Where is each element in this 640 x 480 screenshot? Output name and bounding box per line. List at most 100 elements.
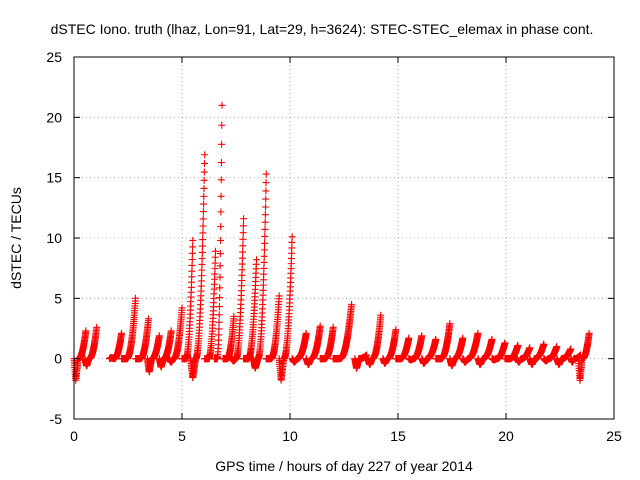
- data-point: [132, 294, 140, 302]
- data-point: [260, 258, 268, 266]
- data-point: [363, 351, 371, 359]
- data-point: [405, 334, 413, 342]
- data-point: [200, 176, 208, 184]
- grid-lines: [74, 57, 614, 419]
- data-point: [199, 215, 207, 223]
- data-point: [262, 195, 270, 203]
- data-point: [215, 303, 223, 311]
- data-point: [260, 252, 268, 260]
- data-point: [199, 222, 207, 230]
- data-point: [218, 121, 226, 129]
- data-point: [459, 334, 467, 342]
- data-point: [348, 300, 356, 308]
- data-point: [93, 323, 101, 331]
- data-point: [198, 260, 206, 268]
- data-point: [501, 339, 509, 347]
- y-tick-label: 25: [46, 49, 62, 65]
- data-point: [188, 249, 196, 257]
- data-point: [211, 253, 219, 261]
- data-point: [216, 250, 224, 258]
- data-point: [553, 343, 561, 351]
- data-point: [200, 200, 208, 208]
- data-point: [198, 248, 206, 256]
- data-point: [218, 140, 226, 148]
- data-points: [70, 101, 593, 384]
- axis-ticks: 0 5 10 15 20 25 -5 0 5 10 15 20 25: [46, 49, 622, 444]
- data-point: [418, 332, 426, 340]
- data-point: [261, 211, 269, 219]
- data-point: [238, 260, 246, 268]
- data-point: [329, 323, 337, 331]
- data-point: [240, 215, 248, 223]
- data-point: [239, 242, 247, 250]
- y-tick-label: 5: [54, 290, 62, 306]
- data-point: [216, 284, 224, 292]
- y-tick-label: 20: [46, 109, 62, 125]
- data-point: [200, 192, 208, 200]
- x-tick-label: 0: [70, 428, 78, 444]
- data-point: [239, 222, 247, 230]
- y-axis-label: dSTEC / TECUs: [8, 187, 24, 289]
- y-tick-label: 0: [54, 351, 62, 367]
- data-point: [262, 170, 270, 178]
- data-point: [82, 327, 90, 335]
- data-point: [145, 315, 153, 323]
- data-point: [392, 326, 400, 334]
- data-point: [215, 311, 223, 319]
- data-point: [215, 325, 223, 333]
- data-point: [514, 341, 522, 349]
- data-point: [239, 248, 247, 256]
- data-point: [275, 292, 283, 300]
- data-point: [201, 151, 209, 159]
- x-tick-label: 25: [606, 428, 622, 444]
- x-axis-label: GPS time / hours of day 227 of year 2014: [215, 458, 473, 474]
- x-tick-label: 5: [178, 428, 186, 444]
- data-point: [217, 223, 225, 231]
- data-point: [217, 159, 225, 167]
- x-tick-label: 15: [390, 428, 406, 444]
- data-point: [189, 236, 197, 244]
- data-point: [432, 335, 440, 343]
- data-point: [198, 255, 206, 262]
- data-point: [217, 208, 225, 216]
- data-point: [261, 239, 269, 247]
- x-tick-label: 20: [498, 428, 514, 444]
- data-point: [540, 340, 548, 348]
- data-point: [217, 237, 225, 245]
- data-point: [238, 254, 246, 262]
- data-point: [446, 320, 454, 328]
- data-point: [178, 304, 186, 312]
- data-point: [218, 101, 226, 109]
- chart-title: dSTEC Iono. truth (lhaz, Lon=91, Lat=29,…: [51, 21, 594, 37]
- data-point: [201, 159, 208, 167]
- data-point: [199, 236, 207, 244]
- data-point: [230, 312, 238, 320]
- data-point: [261, 232, 269, 240]
- data-point: [215, 318, 223, 326]
- data-point: [200, 168, 208, 176]
- data-point: [189, 243, 197, 251]
- data-point: [474, 329, 482, 337]
- data-point: [488, 335, 496, 343]
- data-point: [155, 332, 163, 340]
- data-point: [215, 331, 223, 339]
- x-tick-label: 10: [282, 428, 298, 444]
- data-point: [239, 235, 247, 243]
- data-point: [316, 322, 324, 330]
- y-tick-label: 10: [46, 230, 62, 246]
- data-point: [526, 344, 534, 352]
- data-point: [199, 229, 207, 237]
- data-point: [188, 256, 196, 264]
- data-point: [260, 246, 268, 254]
- data-point: [262, 179, 270, 187]
- data-point: [262, 203, 270, 211]
- data-point: [200, 184, 208, 192]
- data-point: [216, 294, 224, 302]
- data-point: [211, 247, 219, 255]
- data-point: [260, 264, 268, 272]
- y-tick-label: -5: [50, 411, 63, 427]
- data-point: [253, 256, 261, 264]
- data-point: [217, 176, 225, 184]
- data-point: [239, 229, 247, 237]
